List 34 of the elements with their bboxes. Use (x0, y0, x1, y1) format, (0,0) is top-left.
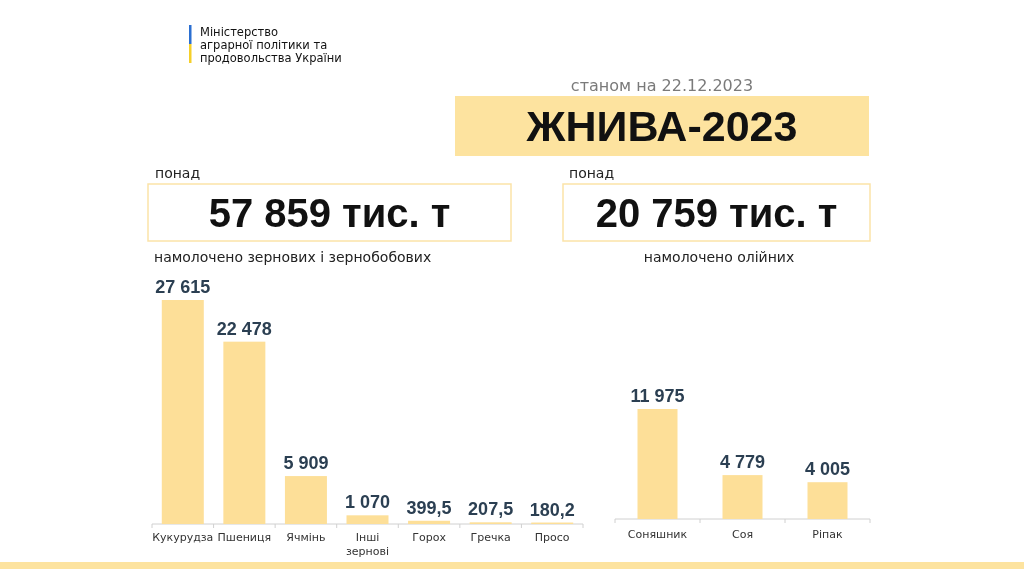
data-label: 27 615 (155, 277, 211, 297)
bar (408, 520, 451, 524)
data-label: 1 070 (344, 492, 391, 513)
x-tick-label: Соняшник (627, 528, 688, 541)
x-tick-label: Кукурудза (152, 531, 214, 544)
bar (223, 341, 266, 524)
x-tick-label: Ріпак (812, 528, 843, 541)
x-tick-label: Пшениця (217, 531, 272, 544)
data-label: 180,2 (529, 499, 575, 520)
data-label: 207,5 (468, 499, 514, 520)
text: намолочено олійних (643, 249, 795, 265)
data-label: 5 909 (283, 453, 329, 474)
x-tick-label: Ячмінь (286, 531, 326, 544)
data-label: 4 005 (804, 459, 851, 480)
text: Міністерство аграрної політики та продовольства України (200, 25, 342, 65)
data-label: 22 478 (216, 318, 272, 339)
bar (284, 476, 327, 524)
data-label: 11 975 (630, 386, 685, 406)
x-tick-label: Горох (412, 531, 447, 544)
text: понад (155, 165, 201, 181)
x-tick-label: Інші зернові (345, 531, 390, 558)
bar (161, 300, 204, 524)
data-label: 4 779 (719, 452, 766, 473)
text: намолочено зернових і зернобобових (154, 249, 432, 265)
x-tick-label: Соя (731, 528, 754, 541)
data-label: 399,5 (406, 497, 452, 518)
text: 57 859 тис. т (208, 190, 451, 235)
text: понад (569, 165, 615, 181)
bar (346, 515, 389, 524)
text: 20 759 тис. т (595, 190, 838, 235)
x-tick-label: Гречка (470, 531, 511, 544)
text: станом на 22.12.2023 (570, 76, 754, 95)
x-tick-label: Просо (534, 531, 570, 544)
chart-title: ЖНИВА-2023 (525, 102, 798, 150)
